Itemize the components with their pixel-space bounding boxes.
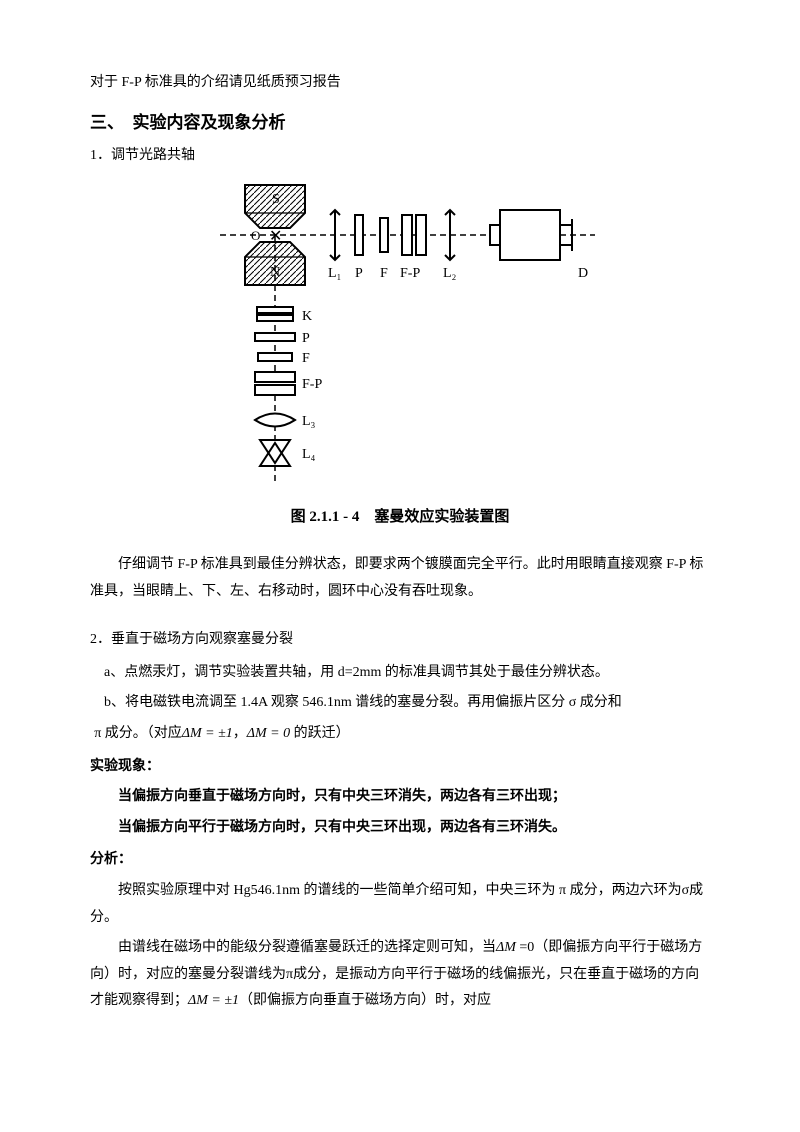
label-D: D [578, 266, 588, 281]
subsection-1-title: 1．调节光路共轴 [90, 143, 710, 170]
lens-L1: L₁ [328, 210, 341, 281]
step-b-prefix: π 成分。（对应 [94, 726, 182, 741]
label-Fv: F [302, 351, 310, 366]
filter-F-v: F [258, 351, 310, 366]
step-a: a、点燃汞灯，调节实验装置共轴，用 d=2mm 的标准具调节其处于最佳分辨状态。 [90, 660, 710, 687]
formula-dm-0-b: ΔM [496, 940, 516, 955]
formula-dm-pm1: ΔM = ±1 [182, 726, 233, 741]
label-FP: F-P [400, 266, 420, 281]
polarizer-P-h: P [355, 215, 363, 281]
filter-F-h: F [380, 218, 388, 281]
label-L3: L₃ [302, 414, 316, 429]
paragraph-1: 仔细调节 F-P 标准具到最佳分辨状态，即要求两个镀膜面完全平行。此时用眼睛直接… [90, 552, 710, 605]
label-F: F [380, 266, 388, 281]
label-S: S [272, 192, 280, 207]
label-L2: L₂ [443, 266, 457, 281]
figure-apparatus: S ✕ O N L₁ P [90, 175, 710, 532]
lens-L3: L₃ [255, 414, 316, 430]
magnet-top: S [245, 185, 305, 228]
label-K: K [302, 309, 312, 324]
phenomenon-title: 实验现象： [90, 754, 710, 781]
label-P: P [355, 266, 363, 281]
magnet-bottom: N [245, 242, 305, 285]
step-b-line2: π 成分。（对应ΔM = ±1，ΔM = 0 的跃迁） [90, 721, 710, 748]
figure-caption: 图 2.1.1 - 4 塞曼效应实验装置图 [90, 503, 710, 532]
lens-L2: L₂ [443, 210, 457, 281]
phenomenon-1: 当偏振方向垂直于磁场方向时，只有中央三环消失，两边各有三环出现； [90, 784, 710, 811]
step-b-line1: b、将电磁铁电流调至 1.4A 观察 546.1nm 谱线的塞曼分裂。再用偏振片… [90, 690, 710, 717]
analysis-2a: 由谱线在磁场中的能级分裂遵循塞曼跃迁的选择定则可知，当 [118, 940, 496, 955]
element-K: K [257, 307, 312, 324]
phenomenon-2: 当偏振方向平行于磁场方向时，只有中央三环出现，两边各有三环消失。 [90, 815, 710, 842]
section-heading: 三、 实验内容及现象分析 [90, 107, 710, 139]
label-N: N [270, 265, 280, 280]
step-b-suffix: 的跃迁） [290, 726, 350, 741]
detector-D: D [490, 210, 588, 281]
label-O: O [251, 228, 260, 243]
label-L4: L₄ [302, 447, 316, 462]
analysis-1: 按照实验原理中对 Hg546.1nm 的谱线的一些简单介绍可知，中央三环为 π … [90, 878, 710, 931]
document-page: 对于 F-P 标准具的介绍请见纸质预习报告 三、 实验内容及现象分析 1．调节光… [0, 0, 800, 1132]
spacer [90, 609, 710, 627]
label-L1: L₁ [328, 266, 341, 281]
prism-L4: L₄ [260, 440, 316, 466]
step-b-mid: ， [233, 726, 247, 741]
intro-text: 对于 F-P 标准具的介绍请见纸质预习报告 [90, 70, 710, 97]
analysis-2c: （即偏振方向垂直于磁场方向）时，对应 [239, 993, 491, 1008]
polarizer-P-v: P [255, 331, 310, 346]
label-Pv: P [302, 331, 310, 346]
analysis-2: 由谱线在磁场中的能级分裂遵循塞曼跃迁的选择定则可知，当ΔM =0（即偏振方向平行… [90, 935, 710, 1015]
apparatus-diagram: S ✕ O N L₁ P [200, 175, 600, 495]
formula-dm-0: ΔM = 0 [247, 726, 290, 741]
formula-dm-pm1-b: ΔM = ±1 [188, 993, 239, 1008]
subsection-2-title: 2．垂直于磁场方向观察塞曼分裂 [90, 627, 710, 654]
etalon-FP-v: F-P [255, 372, 322, 395]
etalon-FP-h: F-P [400, 215, 426, 281]
label-FPv: F-P [302, 377, 322, 392]
analysis-title: 分析： [90, 847, 710, 874]
